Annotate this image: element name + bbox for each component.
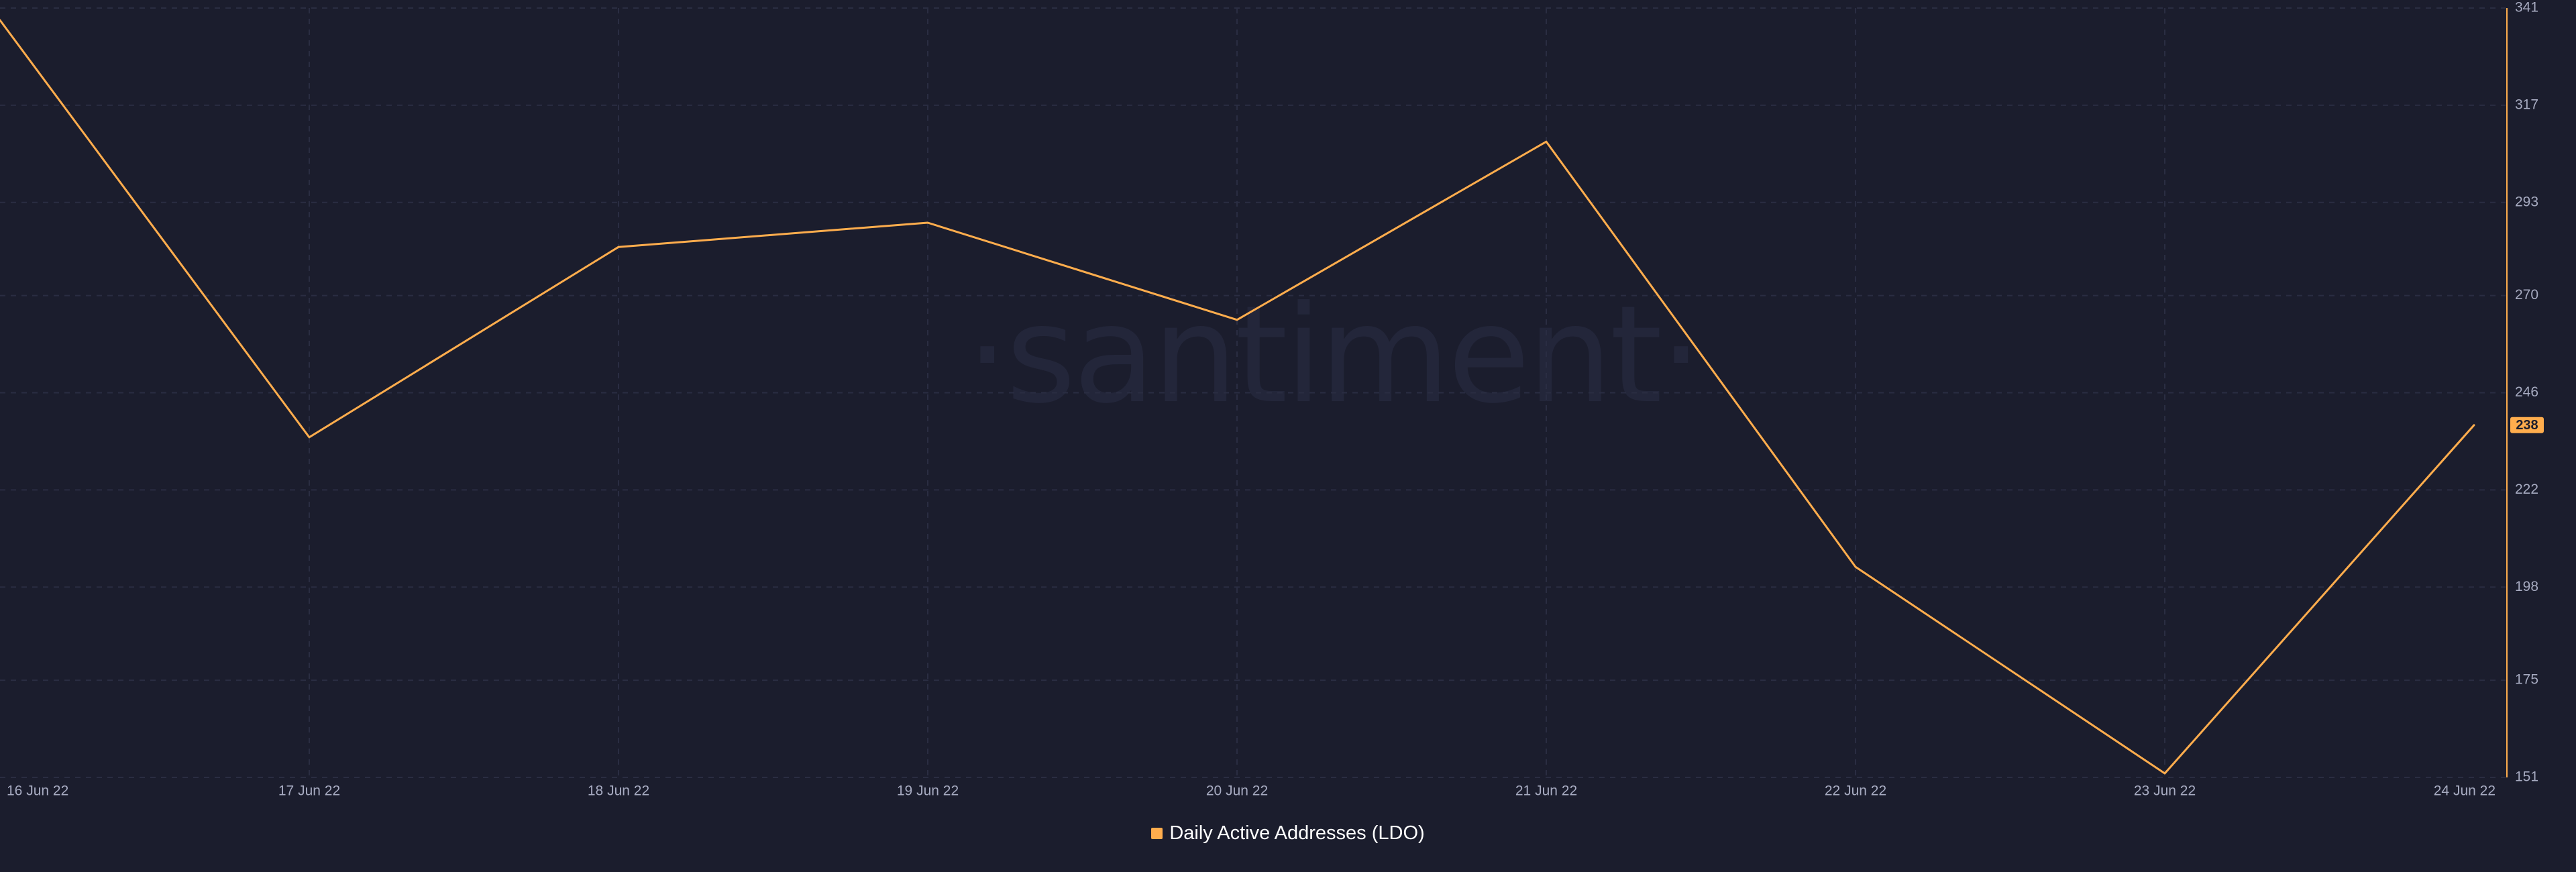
y-tick-label: 246 <box>2515 384 2538 400</box>
series-line-daily-active-addresses <box>0 19 2475 775</box>
x-tick-label: 23 Jun 22 <box>2134 783 2196 799</box>
y-axis: 151 175 198 222 246 270 293 317 341 <box>2506 0 2538 785</box>
x-tick-label: 24 Jun 22 <box>2434 783 2496 799</box>
last-value-badge-text: 238 <box>2516 418 2538 433</box>
x-tick-label: 22 Jun 22 <box>1825 783 1886 799</box>
y-tick-label: 198 <box>2515 579 2538 594</box>
santiment-watermark: ·santiment· <box>966 277 1703 433</box>
series-layer <box>0 19 2475 775</box>
x-tick-label: 18 Jun 22 <box>588 783 649 799</box>
legend-label: Daily Active Addresses (LDO) <box>1169 822 1425 844</box>
x-axis: 16 Jun 22 17 Jun 22 18 Jun 22 19 Jun 22 20 J… <box>7 783 2496 799</box>
y-tick-label: 341 <box>2515 0 2538 15</box>
last-value-badge-group: 238 <box>2510 417 2544 433</box>
y-tick-label: 270 <box>2515 287 2538 303</box>
x-tick-label: 16 Jun 22 <box>7 783 68 799</box>
x-tick-label: 21 Jun 22 <box>1515 783 1577 799</box>
x-tick-label: 17 Jun 22 <box>278 783 340 799</box>
x-tick-label: 19 Jun 22 <box>897 783 959 799</box>
y-tick-label: 317 <box>2515 97 2538 112</box>
last-value-badge <box>2510 417 2544 433</box>
y-tick-label: 293 <box>2515 194 2538 209</box>
x-tick-label: 20 Jun 22 <box>1206 783 1268 799</box>
legend[interactable]: Daily Active Addresses (LDO) <box>0 822 2576 844</box>
grid-lines <box>0 7 2506 778</box>
y-tick-label: 222 <box>2515 482 2538 497</box>
legend-swatch <box>1151 828 1163 839</box>
y-tick-label: 151 <box>2515 769 2538 785</box>
y-tick-label: 175 <box>2515 672 2538 688</box>
